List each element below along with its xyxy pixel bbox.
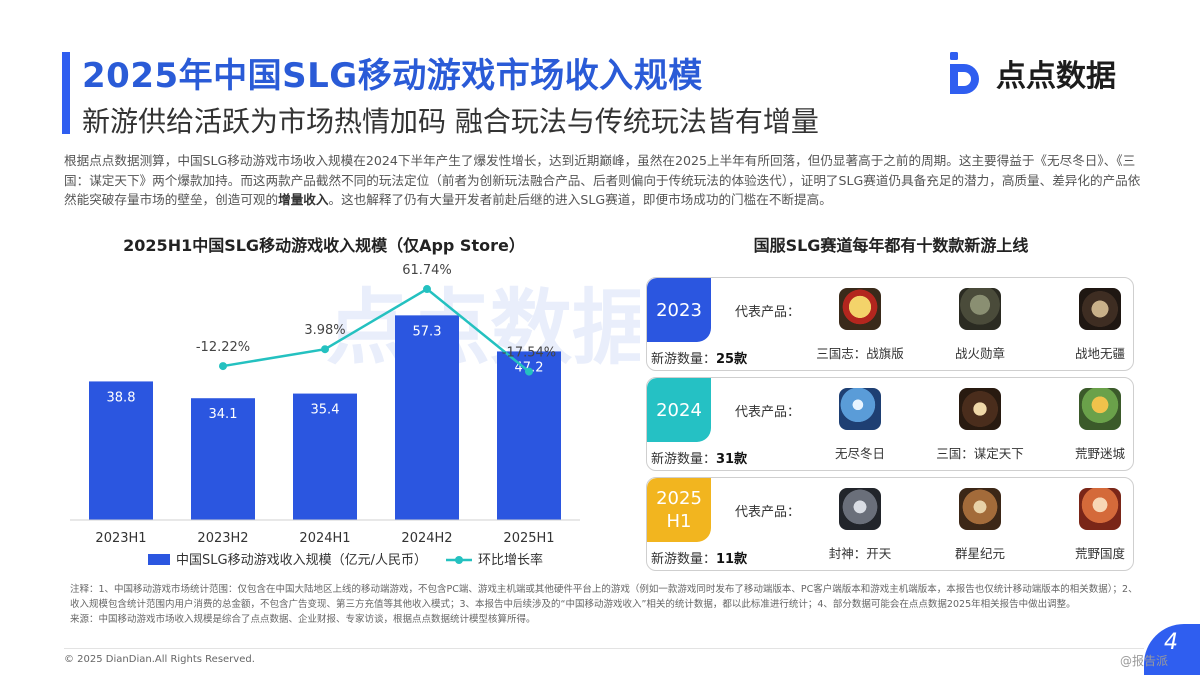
footer-divider: [64, 648, 1144, 649]
source-watermark: @报告派: [1120, 654, 1169, 668]
page-subtitle: 新游供给活跃为市场热情加码 融合玩法与传统玩法皆有增量: [82, 105, 819, 138]
game-item[interactable]: 荒野国度: [1045, 488, 1155, 562]
page-number: 4: [1164, 630, 1178, 655]
game-name: 战地无疆: [1074, 346, 1125, 361]
intro-text-1: 根据点点数据测算，中国SLG移动游戏市场收入规模在2024下半年产生了爆发性增长…: [64, 153, 1141, 207]
x-tick-label: 2023H1: [95, 531, 146, 546]
growth-label: 3.98%: [304, 323, 345, 338]
legend-line-marker: [455, 556, 463, 564]
dragon-warrior-icon[interactable]: [839, 488, 881, 530]
x-tick-label: 2024H2: [401, 531, 452, 546]
game-name: 无尽冬日: [834, 446, 885, 461]
winter-globe-icon[interactable]: [839, 388, 881, 430]
sanguozhi-icon[interactable]: [839, 288, 881, 330]
legend-bar-label: 中国SLG移动游戏收入规模（亿元/人民币）: [176, 553, 427, 568]
game-item[interactable]: 无尽冬日: [805, 388, 915, 462]
game-item[interactable]: 封神：开天: [805, 488, 915, 562]
representative-label: 代表产品：: [735, 505, 801, 520]
bar: [395, 315, 459, 520]
diandian-logo-icon: [950, 52, 979, 94]
year-card: 2023 代表产品： 新游数量：25款 三国志：战旗版 战火勋章 战地无疆: [646, 277, 1134, 371]
x-tick-label: 2023H2: [197, 531, 248, 546]
zhan-icon[interactable]: [1079, 288, 1121, 330]
growth-point: [423, 285, 431, 294]
count-label: 新游数量：: [651, 352, 717, 367]
year-tab: 2024: [647, 378, 711, 442]
survivor-icon[interactable]: [1079, 388, 1121, 430]
bar: [191, 398, 255, 520]
game-name: 战火勋章: [954, 346, 1005, 361]
game-item[interactable]: 战火勋章: [925, 288, 1035, 362]
game-name: 封神：开天: [828, 546, 892, 561]
growth-point: [525, 367, 533, 376]
game-name: 荒野迷城: [1074, 446, 1125, 461]
new-game-count: 新游数量：25款: [651, 348, 747, 367]
panel-title: 国服SLG赛道每年都有十数款新游上线: [753, 236, 1029, 255]
bar: [293, 393, 357, 520]
count-label: 新游数量：: [651, 552, 717, 567]
mou-icon[interactable]: [959, 388, 1001, 430]
page-title: 2025年中国SLG移动游戏市场收入规模: [82, 56, 703, 96]
mech-icon[interactable]: [959, 488, 1001, 530]
intro-paragraph: 根据点点数据测算，中国SLG移动游戏市场收入规模在2024下半年产生了爆发性增长…: [64, 151, 1142, 210]
game-name: 群星纪元: [954, 546, 1005, 561]
growth-point: [219, 362, 227, 371]
new-game-count: 新游数量：11款: [651, 548, 747, 567]
game-item[interactable]: 三国志：战旗版: [805, 288, 915, 362]
bar-value-label: 34.1: [209, 407, 238, 422]
intro-bold-text: 增量收入: [278, 192, 329, 207]
game-item[interactable]: 荒野迷城: [1045, 388, 1155, 462]
count-value: 25款: [716, 352, 748, 367]
x-tick-label: 2024H1: [299, 531, 350, 546]
count-value: 31款: [716, 452, 748, 467]
logo-text: 点点数据: [996, 59, 1116, 94]
bar: [497, 351, 561, 520]
growth-label: -17.54%: [502, 346, 556, 361]
count-label: 新游数量：: [651, 452, 717, 467]
representative-label: 代表产品：: [735, 405, 801, 420]
bar: [89, 381, 153, 520]
game-item[interactable]: 群星纪元: [925, 488, 1035, 562]
year-card: 2025 H1 代表产品： 新游数量：11款 封神：开天 群星纪元 荒野国度: [646, 477, 1134, 571]
bar-value-label: 38.8: [107, 390, 136, 405]
growth-label: -12.22%: [196, 340, 250, 355]
growth-line: [222, 287, 530, 373]
intro-text-2: 。这也解释了仍有大量开发者前赴后继的进入SLG赛道，即便市场成功的门槛在不断提高…: [328, 192, 832, 207]
chart-watermark: 点点数据: [326, 281, 640, 376]
bar-value-label: 35.4: [311, 403, 340, 418]
count-value: 11款: [716, 552, 748, 567]
copyright: © 2025 DianDian.All Rights Reserved.: [64, 654, 255, 665]
soldier-icon[interactable]: [959, 288, 1001, 330]
game-item[interactable]: 三国：谋定天下: [925, 388, 1035, 462]
revenue-chart: 点点数据 38.8 2023H1 34.1 2023H2 35.4 2024H1 57.3 20…: [70, 263, 640, 568]
new-game-count: 新游数量：31款: [651, 448, 747, 467]
legend-bar-swatch: [148, 554, 170, 565]
game-name: 三国志：战旗版: [816, 346, 904, 361]
title-accent-bar: [62, 52, 70, 134]
year-tab: 2023: [647, 278, 711, 342]
bar-value-label: 57.3: [413, 324, 442, 339]
x-tick-label: 2025H1: [503, 531, 554, 546]
heroine-icon[interactable]: [1079, 488, 1121, 530]
growth-point: [321, 345, 329, 354]
year-card: 2024 代表产品： 新游数量：31款 无尽冬日 三国：谋定天下 荒野迷城: [646, 377, 1134, 471]
notes-text: 注释：1、中国移动游戏市场统计范围：仅包含在中国大陆地区上线的移动端游戏，不包含…: [70, 584, 1138, 610]
representative-label: 代表产品：: [735, 305, 801, 320]
game-name: 三国：谋定天下: [936, 446, 1024, 461]
chart-title: 2025H1中国SLG移动游戏收入规模（仅App Store）: [123, 236, 525, 255]
footnotes: 注释：1、中国移动游戏市场统计范围：仅包含在中国大陆地区上线的移动端游戏，不包含…: [70, 582, 1142, 627]
legend-line-label: 环比增长率: [478, 552, 543, 568]
brand-logo: 点点数据: [948, 50, 1116, 96]
game-item[interactable]: 战地无疆: [1045, 288, 1155, 362]
source-text: 来源：中国移动游戏市场收入规模是综合了点点数据、企业财报、专家访谈，根据点点数据…: [70, 614, 536, 625]
game-name: 荒野国度: [1074, 546, 1125, 561]
year-tab: 2025 H1: [647, 478, 711, 542]
growth-label: 61.74%: [402, 263, 452, 278]
